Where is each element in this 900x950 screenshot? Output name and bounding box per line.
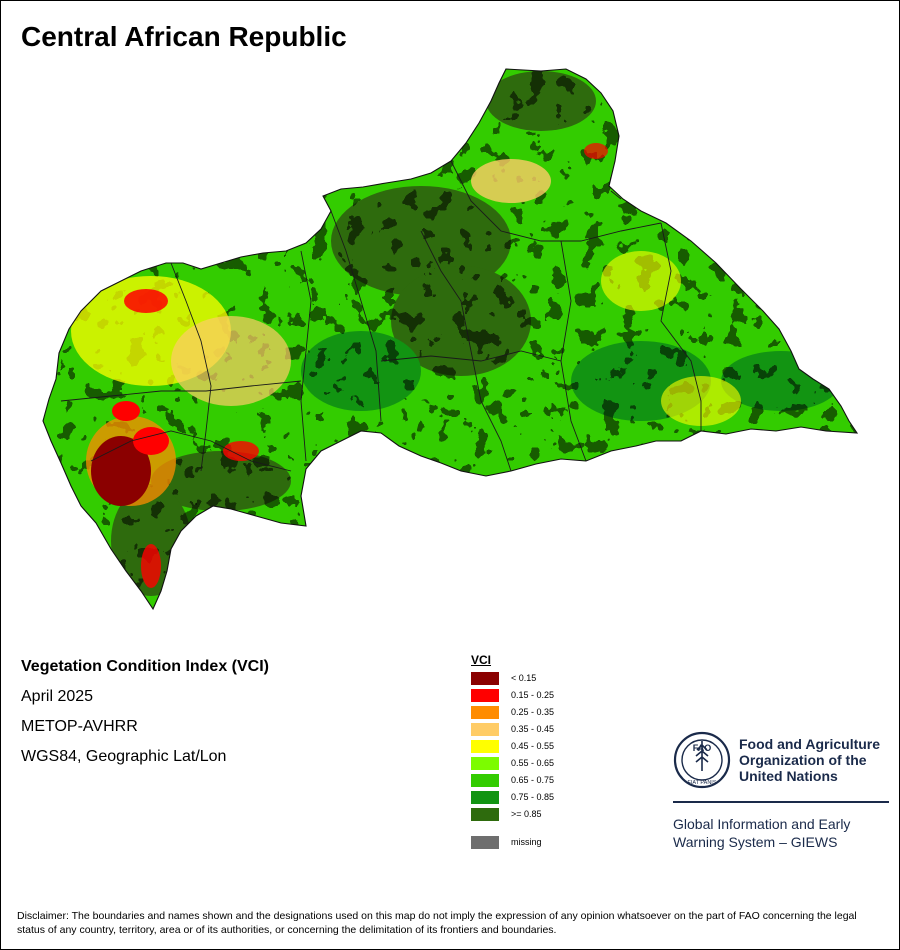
- fao-name-line: United Nations: [739, 768, 838, 784]
- projection-name: WGS84, Geographic Lat/Lon: [21, 748, 227, 765]
- legend-label: 0.15 - 0.25: [511, 690, 555, 700]
- legend-swatch: [471, 740, 499, 753]
- giews-name: Global Information and Early Warning Sys…: [673, 815, 889, 851]
- legend-label: 0.55 - 0.65: [511, 758, 555, 768]
- disclaimer: Disclaimer: The boundaries and names sho…: [17, 910, 857, 936]
- legend-label: 0.75 - 0.85: [511, 792, 555, 802]
- fao-name-line: Organization of the: [739, 752, 867, 768]
- legend-swatch: [471, 706, 499, 719]
- legend-swatch-missing: [471, 836, 499, 849]
- legend-swatch: [471, 723, 499, 736]
- legend-label: 0.35 - 0.45: [511, 724, 555, 734]
- legend-swatch: [471, 757, 499, 770]
- legend-label: < 0.15: [511, 673, 537, 683]
- legend-label: 0.25 - 0.35: [511, 707, 555, 717]
- vci-raster: [43, 69, 857, 609]
- fao-name-line: Food and Agriculture: [739, 736, 881, 752]
- legend-swatch: [471, 791, 499, 804]
- legend-label: 0.45 - 0.55: [511, 741, 555, 751]
- fao-block: FAO FIAT PANIS Food and Agriculture Orga…: [673, 731, 889, 851]
- fao-emblem-icon: FAO FIAT PANIS: [673, 731, 731, 789]
- sensor-name: METOP-AVHRR: [21, 718, 138, 735]
- fao-divider: [673, 801, 889, 803]
- vci-map: [42, 68, 858, 610]
- legend-swatch: [471, 774, 499, 787]
- giews-name-line: Warning System – GIEWS: [673, 834, 838, 850]
- legend-swatch: [471, 689, 499, 702]
- fao-emblem-motto: FIAT PANIS: [687, 780, 716, 786]
- map-date: April 2025: [21, 688, 94, 705]
- admin-boundaries: [60, 160, 702, 472]
- giews-name-line: Global Information and Early: [673, 816, 851, 832]
- fao-name: Food and Agriculture Organization of the…: [739, 736, 889, 784]
- legend-label: 0.65 - 0.75: [511, 775, 555, 785]
- map-title: Central African Republic: [21, 21, 347, 52]
- index-name: Vegetation Condition Index (VCI): [21, 658, 269, 675]
- legend-swatch: [471, 808, 499, 821]
- legend-swatch: [471, 672, 499, 685]
- legend-label-missing: missing: [511, 837, 542, 847]
- fao-emblem-letters: FAO: [693, 743, 712, 753]
- legend-label: >= 0.85: [511, 809, 542, 819]
- legend-title: VCI: [471, 653, 492, 667]
